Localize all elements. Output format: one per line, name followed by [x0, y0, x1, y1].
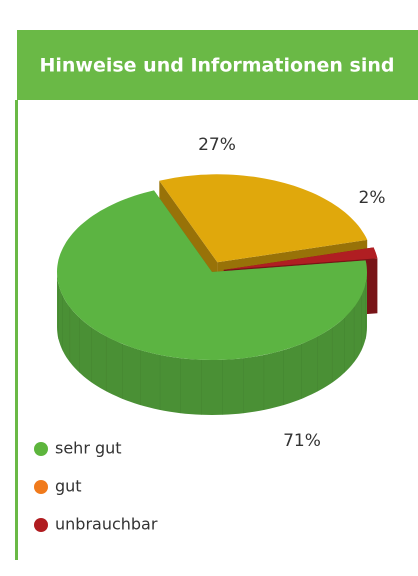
chart-title: Hinweise und Informationen sind: [39, 55, 394, 77]
legend-swatch: [34, 442, 48, 456]
header-band: [17, 30, 418, 100]
value-label: 71%: [283, 431, 321, 451]
slice: [57, 190, 367, 360]
slice-side: [57, 272, 367, 415]
slice: [159, 174, 368, 263]
legend-label: gut: [55, 477, 82, 496]
legend: sehr gut gut unbrauchbar: [34, 439, 158, 534]
legend-label: unbrauchbar: [55, 515, 158, 534]
legend-label: sehr gut: [55, 439, 122, 458]
legend-swatch: [34, 518, 48, 532]
legend-swatch: [34, 480, 48, 494]
value-label: 27%: [198, 135, 236, 155]
value-label: 2%: [359, 188, 386, 208]
left-border: [15, 100, 18, 560]
slice: [223, 247, 378, 270]
pie: [57, 174, 378, 415]
